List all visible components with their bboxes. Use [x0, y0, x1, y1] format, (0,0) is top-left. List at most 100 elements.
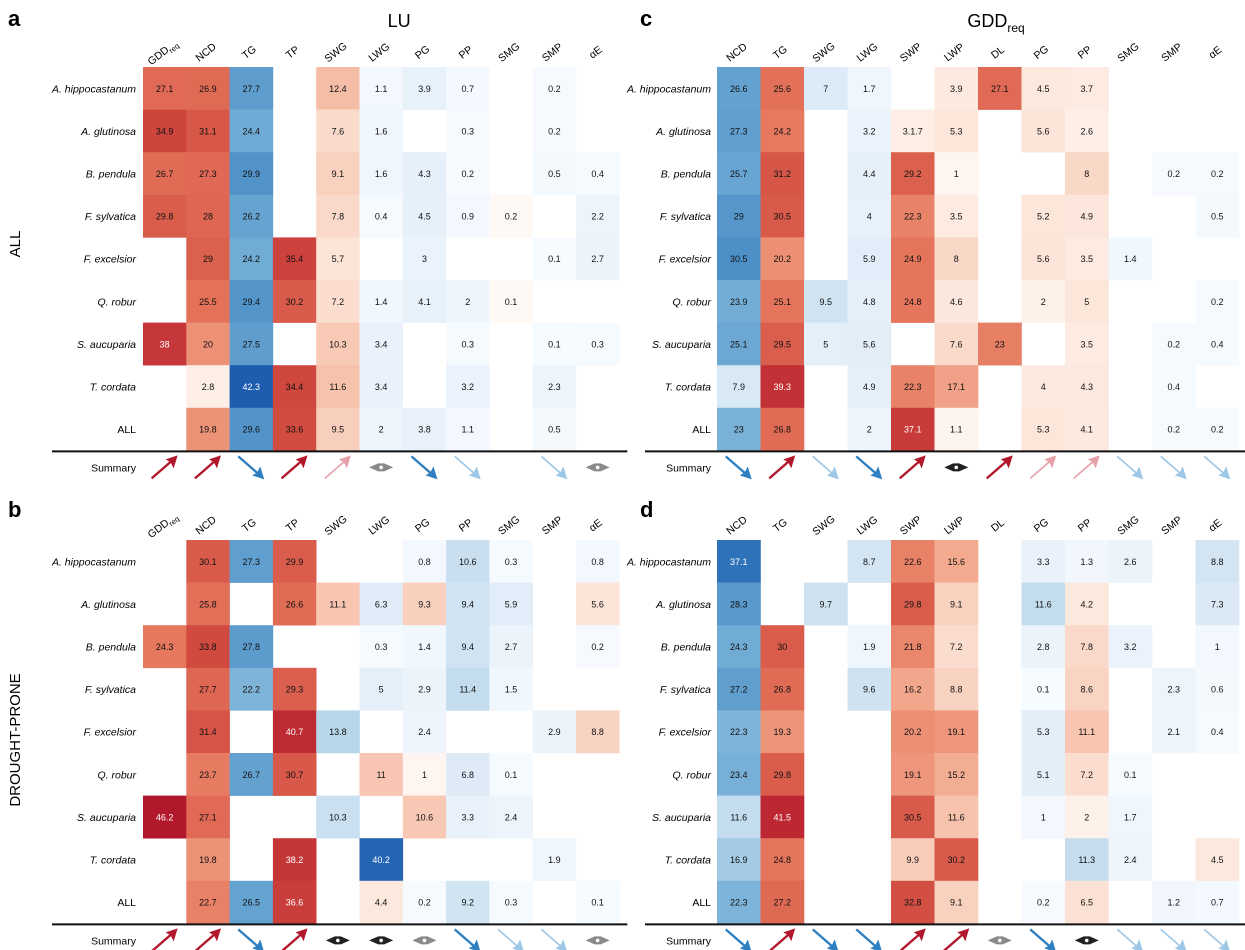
- cell-value-b-2-2: 27.8: [242, 642, 260, 652]
- cell-value-d-3-5: 8.8: [950, 685, 963, 695]
- heatmap-cell-d-6-8: [1065, 795, 1109, 839]
- heatmap-cell-a-0-4: [316, 67, 360, 110]
- cell-value-c-7-8: 4.3: [1080, 382, 1093, 392]
- row-label-c-3: F. sylvatica: [660, 211, 711, 223]
- heatmap-cell-a-6-1: [186, 322, 230, 366]
- heatmap-cell-a-7-9: [532, 365, 577, 409]
- cell-value-b-5-6: 1: [422, 770, 427, 780]
- heatmap-cell-a-6-5: [359, 322, 404, 366]
- heatmap-cell-a-2-9: [532, 152, 577, 196]
- cell-value-b-3-5: 5: [379, 685, 384, 695]
- heatmap-cell-d-0-3: [847, 540, 892, 583]
- cell-value-c-8-5: 1.1: [950, 425, 963, 435]
- heatmap-cell-b-1-3: [272, 582, 317, 626]
- heatmap-cell-c-3-3: [847, 194, 892, 238]
- cell-value-c-6-3: 5.6: [863, 339, 876, 349]
- heatmap-cell-a-5-4: [316, 280, 360, 323]
- cell-value-a-7-9: 2.3: [548, 382, 561, 392]
- cell-value-a-8-3: 33.6: [286, 425, 304, 435]
- heatmap-cell-c-4-0: [717, 237, 761, 281]
- cell-value-a-1-4: 7.6: [332, 126, 345, 136]
- cell-value-b-5-2: 26.7: [242, 770, 260, 780]
- cell-value-b-4-6: 2.4: [418, 727, 431, 737]
- summary-arrow-a-6-head: [425, 466, 438, 480]
- cell-value-a-4-3: 35.4: [286, 254, 304, 264]
- cell-value-d-7-9: 2.4: [1124, 855, 1137, 865]
- column-label-a-0: GDDreq: [146, 37, 182, 69]
- cell-value-d-2-9: 3.2: [1124, 642, 1137, 652]
- heatmap-cell-a-5-8: [489, 280, 533, 323]
- heatmap-cell-c-2-5: [934, 152, 979, 196]
- summary-arrow-a-2-head: [252, 466, 265, 480]
- column-label-b-2: TG: [240, 516, 259, 534]
- heatmap-cell-d-2-4: [891, 625, 935, 669]
- heatmap-cell-c-1-7: [1021, 109, 1066, 153]
- heatmap-cell-b-4-3: [272, 710, 317, 754]
- cell-value-a-6-7: 0.3: [461, 339, 474, 349]
- heatmap-cell-d-4-4: [891, 710, 935, 754]
- cell-value-d-8-8: 6.5: [1080, 898, 1093, 908]
- heatmap-cell-b-5-5: [359, 753, 404, 796]
- cell-value-a-6-5: 3.4: [375, 339, 388, 349]
- cell-value-b-1-10: 5.6: [591, 599, 604, 609]
- cell-value-a-6-9: 0.1: [548, 339, 561, 349]
- heatmap-cell-b-1-4: [316, 582, 360, 626]
- cell-value-d-7-8: 11.3: [1078, 855, 1095, 865]
- summary-arrow-c-1-head: [783, 455, 796, 469]
- summary-arrow-b-9-head: [555, 939, 567, 950]
- heatmap-cell-d-1-2: [804, 582, 848, 626]
- heatmap-cell-b-3-8: [489, 667, 533, 711]
- row-label-b-2: B. pendula: [86, 642, 136, 654]
- cell-value-c-1-7: 5.6: [1037, 126, 1050, 136]
- row-label-b-6: S. aucuparia: [77, 812, 136, 824]
- heatmap-cell-a-7-2: [229, 365, 274, 409]
- column-label-d-6: DL: [989, 517, 1007, 535]
- cell-value-a-7-3: 34.4: [286, 382, 304, 392]
- column-label-c-2: SWG: [810, 40, 837, 65]
- heatmap-cell-a-5-7: [446, 280, 490, 323]
- cell-value-c-8-4: 37.1: [904, 425, 922, 435]
- cell-value-c-0-3: 1.7: [863, 84, 876, 94]
- heatmap-cell-a-6-9: [532, 322, 577, 366]
- row-label-a-1: A. glutinosa: [80, 126, 136, 138]
- cell-value-d-6-7: 1: [1041, 812, 1046, 822]
- cell-value-b-3-8: 1.5: [505, 685, 518, 695]
- heatmap-cell-c-4-4: [891, 237, 935, 281]
- cell-value-a-5-1: 25.5: [199, 297, 217, 307]
- column-label-b-6: PG: [413, 516, 432, 535]
- cell-value-b-3-1: 27.7: [199, 685, 217, 695]
- cell-value-d-8-4: 32.8: [904, 898, 922, 908]
- heatmap-cell-c-8-7: [1021, 407, 1066, 451]
- column-label-a-2: TG: [240, 43, 259, 61]
- heatmap-cell-c-0-5: [934, 67, 979, 110]
- summary-arrow-d-10-head: [1174, 939, 1187, 950]
- cell-value-c-2-0: 25.7: [730, 169, 748, 179]
- cell-value-c-2-8: 8: [1084, 169, 1089, 179]
- heatmap-cell-a-2-5: [359, 152, 404, 196]
- summary-arrow-a-5-dot: [379, 465, 383, 470]
- cell-value-a-1-1: 31.1: [199, 126, 217, 136]
- cell-value-a-3-8: 0.2: [505, 212, 518, 222]
- heatmap-cell-b-0-8: [489, 540, 533, 583]
- cell-value-a-2-6: 4.3: [418, 169, 431, 179]
- cell-value-d-6-0: 11.6: [730, 812, 747, 822]
- cell-value-c-6-2: 5: [823, 339, 828, 349]
- heatmap-cell-d-4-7: [1021, 710, 1066, 754]
- heatmap-cell-c-8-4: [891, 407, 935, 451]
- cell-value-c-6-0: 25.1: [730, 339, 748, 349]
- cell-value-d-4-11: 0.4: [1211, 727, 1224, 737]
- heatmap-cell-a-6-10: [576, 322, 620, 366]
- cell-value-c-8-1: 26.8: [773, 425, 791, 435]
- heatmap-cell-c-3-0: [717, 194, 761, 238]
- row-label-c-2: B. pendula: [661, 169, 711, 181]
- column-label-c-6: DL: [989, 44, 1007, 62]
- heatmap-cell-c-5-11: [1195, 280, 1240, 323]
- cell-value-c-0-7: 4.5: [1037, 84, 1050, 94]
- cell-value-b-8-6: 0.2: [418, 898, 431, 908]
- heatmap-cell-d-3-11: [1195, 667, 1240, 711]
- heatmap-cell-c-1-8: [1065, 109, 1109, 153]
- cell-value-c-0-5: 3.9: [950, 84, 963, 94]
- cell-value-c-2-3: 4.4: [863, 169, 876, 179]
- heatmap-cell-a-5-1: [186, 280, 230, 323]
- column-label-a-3: TP: [284, 44, 302, 62]
